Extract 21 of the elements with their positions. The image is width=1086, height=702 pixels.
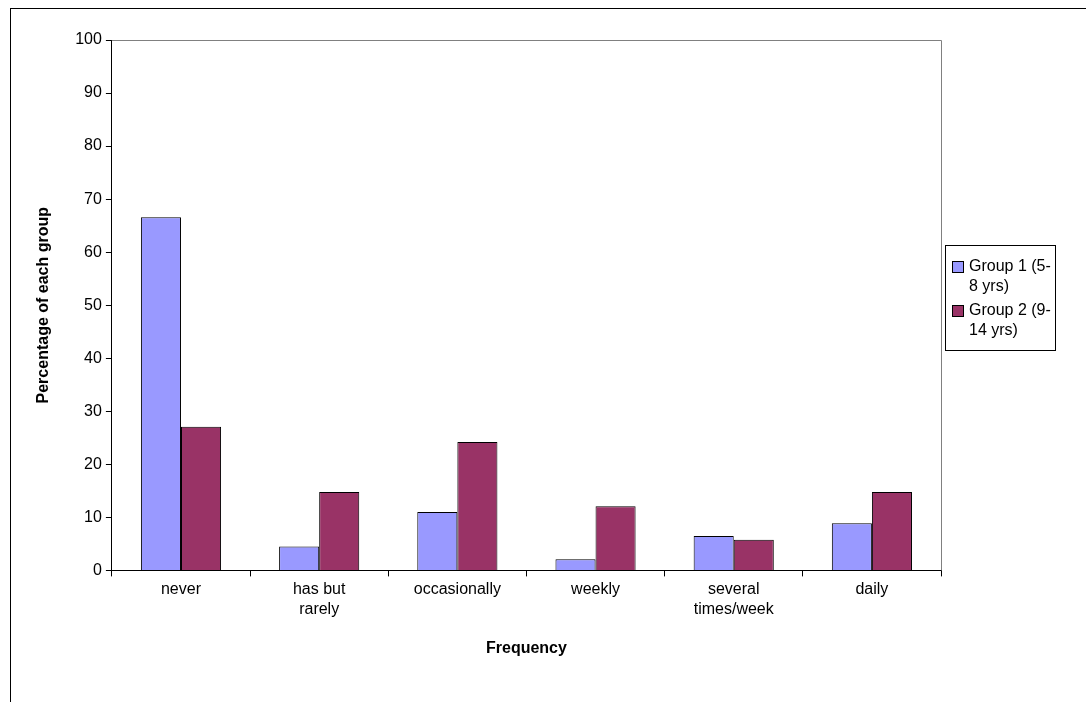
y-tick-label: 40 [84, 348, 102, 366]
x-tick-label: has but rarely [292, 580, 346, 617]
legend-label: Group 2 (9-14 yrs) [969, 300, 1051, 340]
legend-label: Group 1 (5-8 yrs) [969, 256, 1051, 296]
y-tick-label: 20 [84, 454, 102, 472]
x-tick-label: several times/week [693, 580, 775, 617]
y-tick-label: 70 [84, 189, 102, 207]
y-tick-label: 10 [84, 507, 102, 525]
x-tick-label: never [160, 580, 202, 598]
x-tick-label: occasionally [413, 580, 501, 598]
y-tick-label: 30 [84, 401, 102, 419]
x-axis-title: Frequency [485, 638, 567, 656]
y-tick-label: 80 [84, 136, 102, 154]
y-tick-label: 90 [84, 83, 102, 101]
y-tick-label: 100 [75, 30, 102, 48]
x-tick-label: weekly [570, 580, 620, 598]
y-tick-label: 60 [84, 242, 102, 260]
x-tick-label: daily [855, 580, 889, 598]
y-axis-title: Percentage of each group [34, 206, 52, 404]
y-tick-label: 0 [92, 560, 102, 578]
y-tick-label: 50 [84, 295, 102, 313]
